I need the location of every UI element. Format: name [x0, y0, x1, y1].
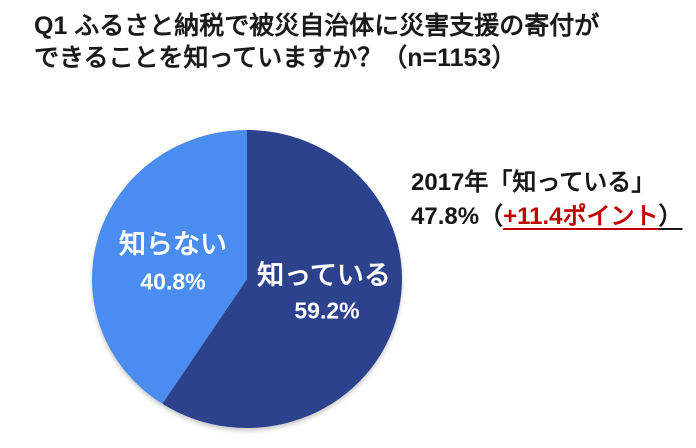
pie-slice-percent-shitteiru: 59.2% [294, 297, 360, 324]
annotation-line1: 2017年「知っている」 [411, 169, 656, 196]
annotation-prefix: 47.8%（ [411, 203, 504, 230]
annotation: 2017年「知っている」 47.8%（+11.4ポイント） [411, 166, 682, 234]
pie-slice-0 [162, 130, 402, 428]
chart-title-line2: できることを知っていますか？（n=1153） [34, 44, 517, 72]
chart-title: Q1 ふるさと納税で被災自治体に災害支援の寄付が できることを知っていますか？（n… [34, 10, 674, 74]
pie-slice-label-shiranai: 知らない [119, 229, 227, 260]
pie-chart [92, 130, 402, 428]
chart-title-line1: Q1 ふるさと納税で被災自治体に災害支援の寄付が [34, 12, 600, 40]
annotation-line2: 47.8%（+11.4ポイント） [411, 200, 682, 234]
annotation-highlight: +11.4ポイント [503, 203, 659, 230]
annotation-suffix: ） [658, 203, 683, 230]
pie-slice-label-shitteiru: 知っている [257, 260, 391, 291]
pie-slice-percent-shiranai: 40.8% [140, 268, 206, 295]
pie-slice-1 [92, 130, 247, 404]
